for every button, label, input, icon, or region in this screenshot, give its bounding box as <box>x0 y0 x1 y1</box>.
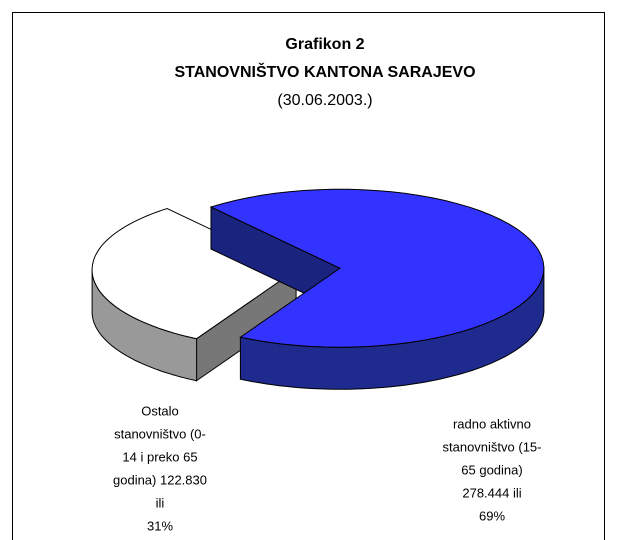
pie <box>91 188 545 390</box>
slice-label: radno aktivno <box>453 416 531 431</box>
slice-label: 14 i preko 65 <box>122 449 197 464</box>
slice-label: ili <box>156 495 165 510</box>
labels: Ostalo stanovništvo (0- 14 i preko 65 godin… <box>113 403 541 533</box>
slice-label: 278.444 ili <box>462 485 521 500</box>
slice-label: stanovništvo (15- <box>443 439 542 454</box>
value-label: 69% <box>479 508 505 523</box>
slice <box>91 207 298 340</box>
chart-title: Grafikon 2 <box>285 36 364 53</box>
slice <box>209 188 545 348</box>
slice-label: Ostalo <box>141 403 179 418</box>
value-label: 31% <box>147 518 173 533</box>
chart-subtitle: STANOVNIŠTVO KANTONA SARAJEVO <box>174 62 475 81</box>
slice-label: 65 godina) <box>461 462 522 477</box>
slice-label: stanovništvo (0- <box>114 426 206 441</box>
slice-label: godina) 122.830 <box>113 472 207 487</box>
chart-date: (30.06.2003.) <box>277 92 372 109</box>
chart-frame <box>12 12 605 540</box>
